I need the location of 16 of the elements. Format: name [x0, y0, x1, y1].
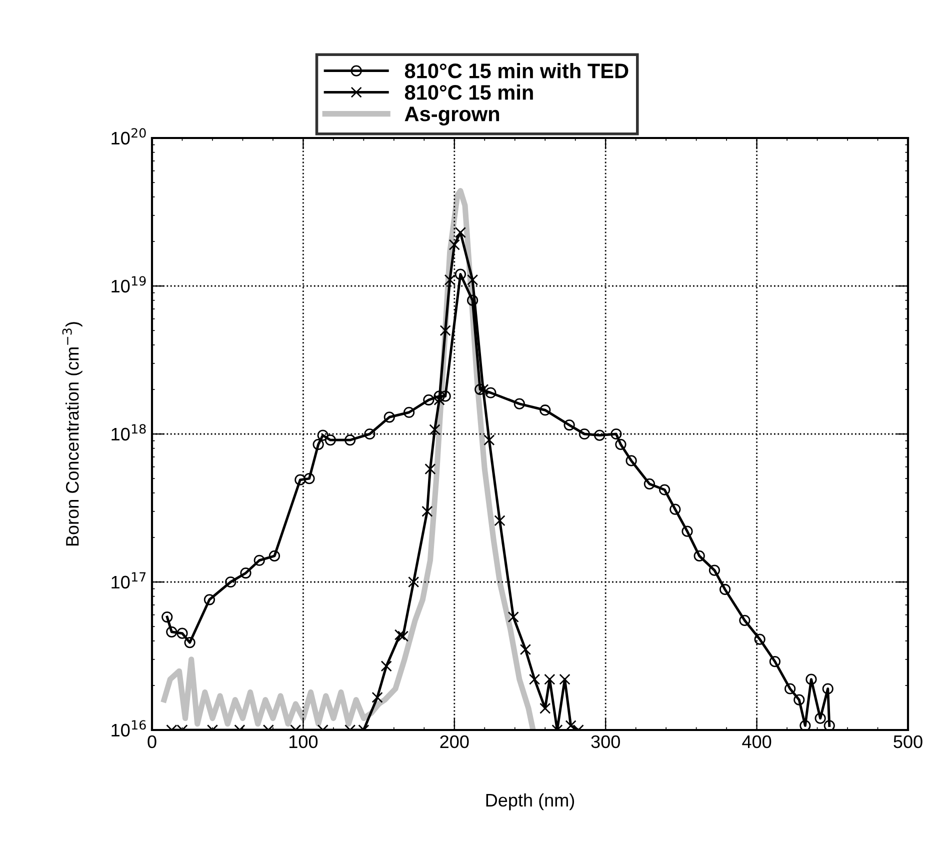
x-tick-label: 400	[742, 735, 772, 748]
legend-label: 810°C 15 min	[404, 84, 533, 100]
y-tick-label: 10$^{18}$	[112, 424, 146, 441]
legend-label: As-grown	[404, 106, 500, 126]
x-tick-label: 0	[148, 735, 156, 748]
x-tick-label: 100	[290, 735, 318, 748]
x-axis-title: Depth (nm)	[486, 793, 574, 810]
y-tick-label: 10$^{17}$	[112, 572, 146, 589]
y-tick-label: 10$^{16}$	[112, 720, 146, 737]
x-tick-label: 200	[440, 735, 469, 748]
x-tick-label: 300	[591, 735, 620, 748]
y-tick-label: 10$^{19}$	[112, 276, 146, 293]
x-tick-label: 500	[894, 735, 922, 748]
legend-label: 810°C 15 min with TED	[404, 62, 628, 78]
y-tick-label: 10$^{20}$	[112, 128, 146, 145]
y-axis-title: Boron Concentration (cm$^{−3}$)	[62, 322, 82, 546]
